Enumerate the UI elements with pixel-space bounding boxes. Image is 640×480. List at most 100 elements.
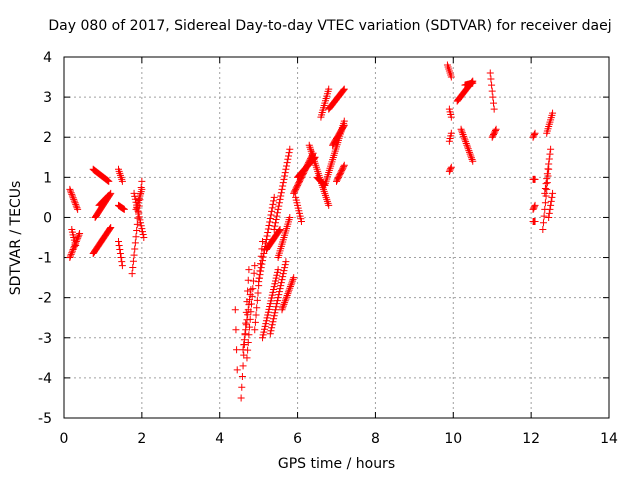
data-point	[271, 280, 279, 288]
data-point	[266, 330, 274, 338]
data-point	[270, 315, 278, 323]
data-point	[272, 277, 280, 285]
data-point	[466, 148, 474, 156]
data-point	[272, 274, 280, 282]
data-point	[543, 179, 551, 187]
data-point	[339, 87, 347, 95]
y-tick-label: -4	[38, 371, 52, 387]
data-point	[464, 143, 472, 151]
y-axis-label: SDTVAR / TECUs	[8, 180, 24, 296]
data-point	[238, 373, 246, 381]
data-point	[285, 149, 293, 157]
data-point	[264, 228, 272, 236]
data-point	[259, 331, 267, 339]
data-point	[276, 285, 284, 293]
data-point	[255, 274, 263, 282]
data-point	[281, 172, 289, 180]
data-point	[257, 267, 265, 275]
data-point	[261, 322, 269, 330]
data-point	[105, 177, 113, 185]
data-point	[115, 238, 122, 246]
data-point	[264, 225, 272, 233]
data-point	[115, 242, 123, 250]
data-point	[286, 284, 294, 292]
data-point	[105, 191, 113, 199]
data-point	[253, 296, 261, 304]
data-point	[270, 197, 278, 205]
data-point	[289, 275, 297, 283]
data-point	[254, 289, 262, 297]
data-point	[274, 294, 282, 302]
data-point	[281, 297, 289, 305]
data-point	[486, 69, 494, 77]
data-point	[284, 288, 292, 296]
data-point	[271, 309, 279, 317]
data-point	[549, 189, 557, 197]
data-point	[545, 155, 553, 163]
data-point	[531, 217, 539, 225]
data-point	[259, 334, 267, 342]
data-point	[259, 238, 267, 246]
data-point	[280, 175, 288, 183]
data-point	[273, 297, 281, 305]
data-point	[279, 304, 287, 312]
data-point	[286, 283, 294, 291]
data-point	[275, 202, 283, 210]
data-point	[120, 205, 128, 213]
data-point	[252, 311, 260, 319]
data-point	[279, 179, 287, 187]
data-point	[286, 213, 294, 221]
data-point	[68, 192, 76, 200]
data-point	[137, 219, 145, 227]
data-point	[544, 165, 552, 173]
data-point	[531, 201, 539, 209]
data-point	[546, 150, 554, 158]
x-tick-label: 10	[444, 431, 462, 447]
data-point	[543, 185, 551, 193]
data-point	[543, 175, 551, 183]
data-point	[74, 205, 82, 213]
data-point	[75, 231, 83, 239]
data-point	[266, 214, 274, 222]
data-point	[469, 157, 477, 165]
data-point	[66, 254, 74, 262]
data-point	[340, 121, 348, 129]
data-point	[530, 203, 538, 211]
data-point	[325, 85, 333, 93]
data-point	[545, 213, 553, 221]
data-point	[133, 220, 141, 228]
data-point	[279, 273, 287, 281]
data-point	[488, 87, 496, 95]
data-point	[72, 242, 80, 250]
data-point	[68, 249, 76, 257]
data-point	[283, 162, 291, 170]
y-tick-label: -5	[38, 411, 52, 427]
data-point	[118, 262, 126, 270]
plot-area-frame	[63, 56, 610, 419]
data-point	[545, 160, 553, 168]
data-point	[273, 300, 281, 308]
data-point	[460, 132, 468, 140]
data-point	[247, 286, 255, 294]
data-point	[260, 328, 268, 336]
data-point	[246, 323, 254, 331]
data-point	[490, 105, 498, 113]
data-point	[489, 93, 497, 101]
data-point	[275, 288, 283, 296]
data-point	[137, 222, 145, 230]
data-point	[270, 193, 278, 201]
data-point	[488, 81, 496, 89]
data-point	[237, 394, 245, 402]
data-point	[268, 204, 276, 212]
data-point	[67, 189, 75, 197]
data-point	[73, 204, 81, 212]
data-point	[249, 277, 257, 285]
y-tick-label: 2	[43, 130, 52, 146]
data-point	[274, 205, 282, 213]
data-point	[285, 286, 293, 294]
data-point	[272, 219, 280, 227]
x-tick-label: 4	[215, 431, 224, 447]
data-point	[265, 221, 273, 229]
data-point	[447, 113, 455, 121]
data-point	[244, 287, 252, 295]
